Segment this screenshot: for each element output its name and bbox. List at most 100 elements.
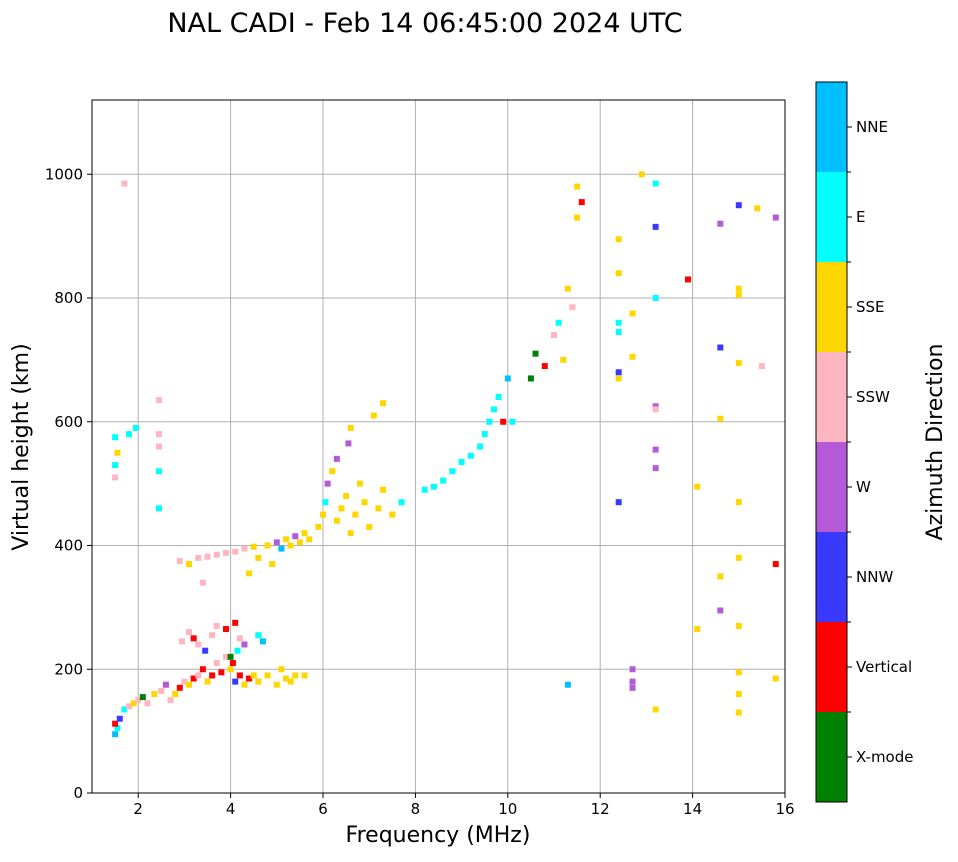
data-point: [500, 418, 507, 425]
data-point: [162, 681, 169, 688]
colorbar-swatch-vertical: [816, 622, 847, 712]
y-axis-ticks: 0 200 400 600 800 1000: [45, 165, 92, 802]
data-point: [218, 669, 225, 676]
data-point: [199, 579, 206, 586]
colorbar-frame: [815, 81, 848, 803]
data-point: [213, 660, 220, 667]
data-point: [278, 545, 285, 552]
y-tick-label: 0: [73, 784, 83, 802]
data-point: [652, 223, 659, 230]
colorbar-swatch-x-mode: [816, 712, 847, 802]
data-point: [112, 474, 119, 481]
data-point: [449, 468, 456, 475]
data-point: [333, 517, 340, 524]
data-point: [333, 455, 340, 462]
data-point: [366, 523, 373, 530]
data-point: [615, 369, 622, 376]
x-axis-ticks: 2 4 6 8 10 12 14 16: [133, 793, 795, 818]
data-point: [292, 672, 299, 679]
x-tick-label: 10: [498, 800, 517, 818]
data-point: [264, 542, 271, 549]
data-point: [477, 443, 484, 450]
data-point: [652, 295, 659, 301]
data-point: [375, 505, 382, 512]
data-point: [287, 542, 294, 549]
data-point: [564, 285, 571, 292]
data-point: [772, 214, 779, 221]
data-point: [112, 731, 119, 738]
data-point: [638, 171, 645, 178]
data-point: [209, 632, 216, 639]
data-point: [195, 641, 202, 648]
data-point: [532, 350, 539, 357]
data-point: [735, 499, 742, 506]
x-tick-label: 16: [775, 800, 794, 818]
data-point: [283, 536, 290, 543]
data-point: [652, 406, 659, 413]
data-point: [186, 681, 193, 688]
data-point: [652, 403, 659, 410]
data-point: [564, 681, 571, 688]
data-point: [504, 375, 511, 382]
colorbar-label-x-mode: X-mode: [856, 748, 913, 766]
data-point: [735, 202, 742, 209]
data-point: [735, 554, 742, 561]
data-point: [347, 424, 354, 431]
data-point: [772, 675, 779, 682]
data-point: [202, 647, 209, 654]
data-point: [114, 725, 121, 732]
data-point: [694, 483, 701, 490]
data-point: [222, 549, 229, 556]
data-point: [259, 638, 266, 645]
data-point: [322, 499, 329, 506]
x-tick-label: 14: [683, 800, 702, 818]
colorbar-label-w: W: [856, 478, 871, 496]
colorbar-label: Azimuth Direction: [923, 343, 948, 540]
data-point: [112, 434, 119, 441]
colorbar-label-vertical: Vertical: [856, 658, 912, 676]
data-point: [125, 703, 132, 710]
chart-title: NAL CADI - Feb 14 06:45:00 2024 UTC: [167, 8, 682, 39]
y-tick-label: 600: [54, 413, 83, 431]
data-point: [735, 359, 742, 366]
data-point: [629, 310, 636, 317]
data-point: [155, 397, 162, 404]
data-point: [735, 622, 742, 629]
data-point: [179, 638, 186, 645]
y-axis-label: Virtual height (km): [9, 343, 34, 550]
data-point: [172, 691, 179, 697]
y-tick-label: 400: [54, 537, 83, 555]
data-point: [195, 672, 202, 679]
data-point: [222, 626, 229, 633]
data-point: [139, 694, 146, 701]
data-point: [296, 539, 303, 546]
data-point: [324, 480, 331, 487]
data-point: [735, 709, 742, 716]
data-point: [132, 424, 139, 431]
data-point: [155, 431, 162, 438]
data-point: [186, 629, 193, 636]
data-point: [338, 505, 345, 512]
data-point: [345, 440, 352, 447]
data-point: [329, 468, 336, 475]
data-point: [356, 480, 363, 487]
data-point: [684, 276, 691, 283]
data-point: [527, 375, 534, 382]
data-point: [320, 511, 326, 518]
data-point: [389, 511, 396, 518]
data-point: [652, 180, 659, 187]
data-point: [578, 199, 585, 206]
x-tick-label: 12: [591, 800, 610, 818]
data-point: [481, 431, 488, 438]
data-point: [495, 394, 502, 400]
data-point: [121, 180, 128, 187]
data-point: [116, 715, 123, 722]
y-tick-label: 200: [54, 660, 83, 678]
data-point: [315, 523, 322, 530]
data-point: [574, 183, 581, 190]
data-point: [204, 678, 211, 685]
data-point: [361, 499, 368, 506]
colorbar-label-nnw: NNW: [856, 568, 893, 586]
data-point: [370, 412, 377, 419]
